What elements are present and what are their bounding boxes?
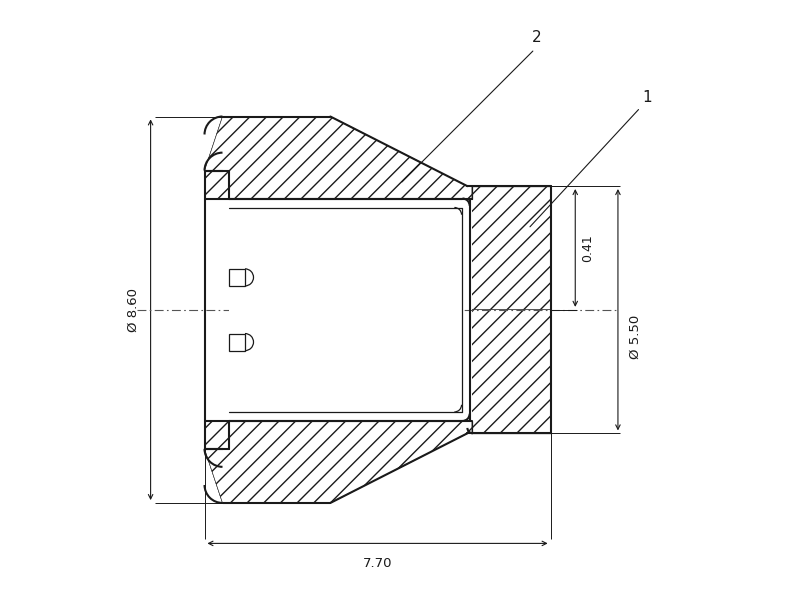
Text: Ø 8.60: Ø 8.60 <box>126 288 139 332</box>
Polygon shape <box>230 208 462 412</box>
Polygon shape <box>205 421 472 503</box>
Text: Ø 5.50: Ø 5.50 <box>629 315 642 359</box>
Polygon shape <box>230 334 245 350</box>
Polygon shape <box>205 199 230 421</box>
Text: 7.70: 7.70 <box>362 557 392 570</box>
Polygon shape <box>205 116 550 310</box>
Polygon shape <box>205 116 472 199</box>
Polygon shape <box>205 310 550 503</box>
Polygon shape <box>205 171 230 199</box>
Polygon shape <box>205 421 230 449</box>
Text: 0.41: 0.41 <box>581 234 594 262</box>
Polygon shape <box>230 269 245 286</box>
Text: 2: 2 <box>532 30 542 45</box>
Polygon shape <box>205 199 472 421</box>
Text: 1: 1 <box>642 90 652 105</box>
